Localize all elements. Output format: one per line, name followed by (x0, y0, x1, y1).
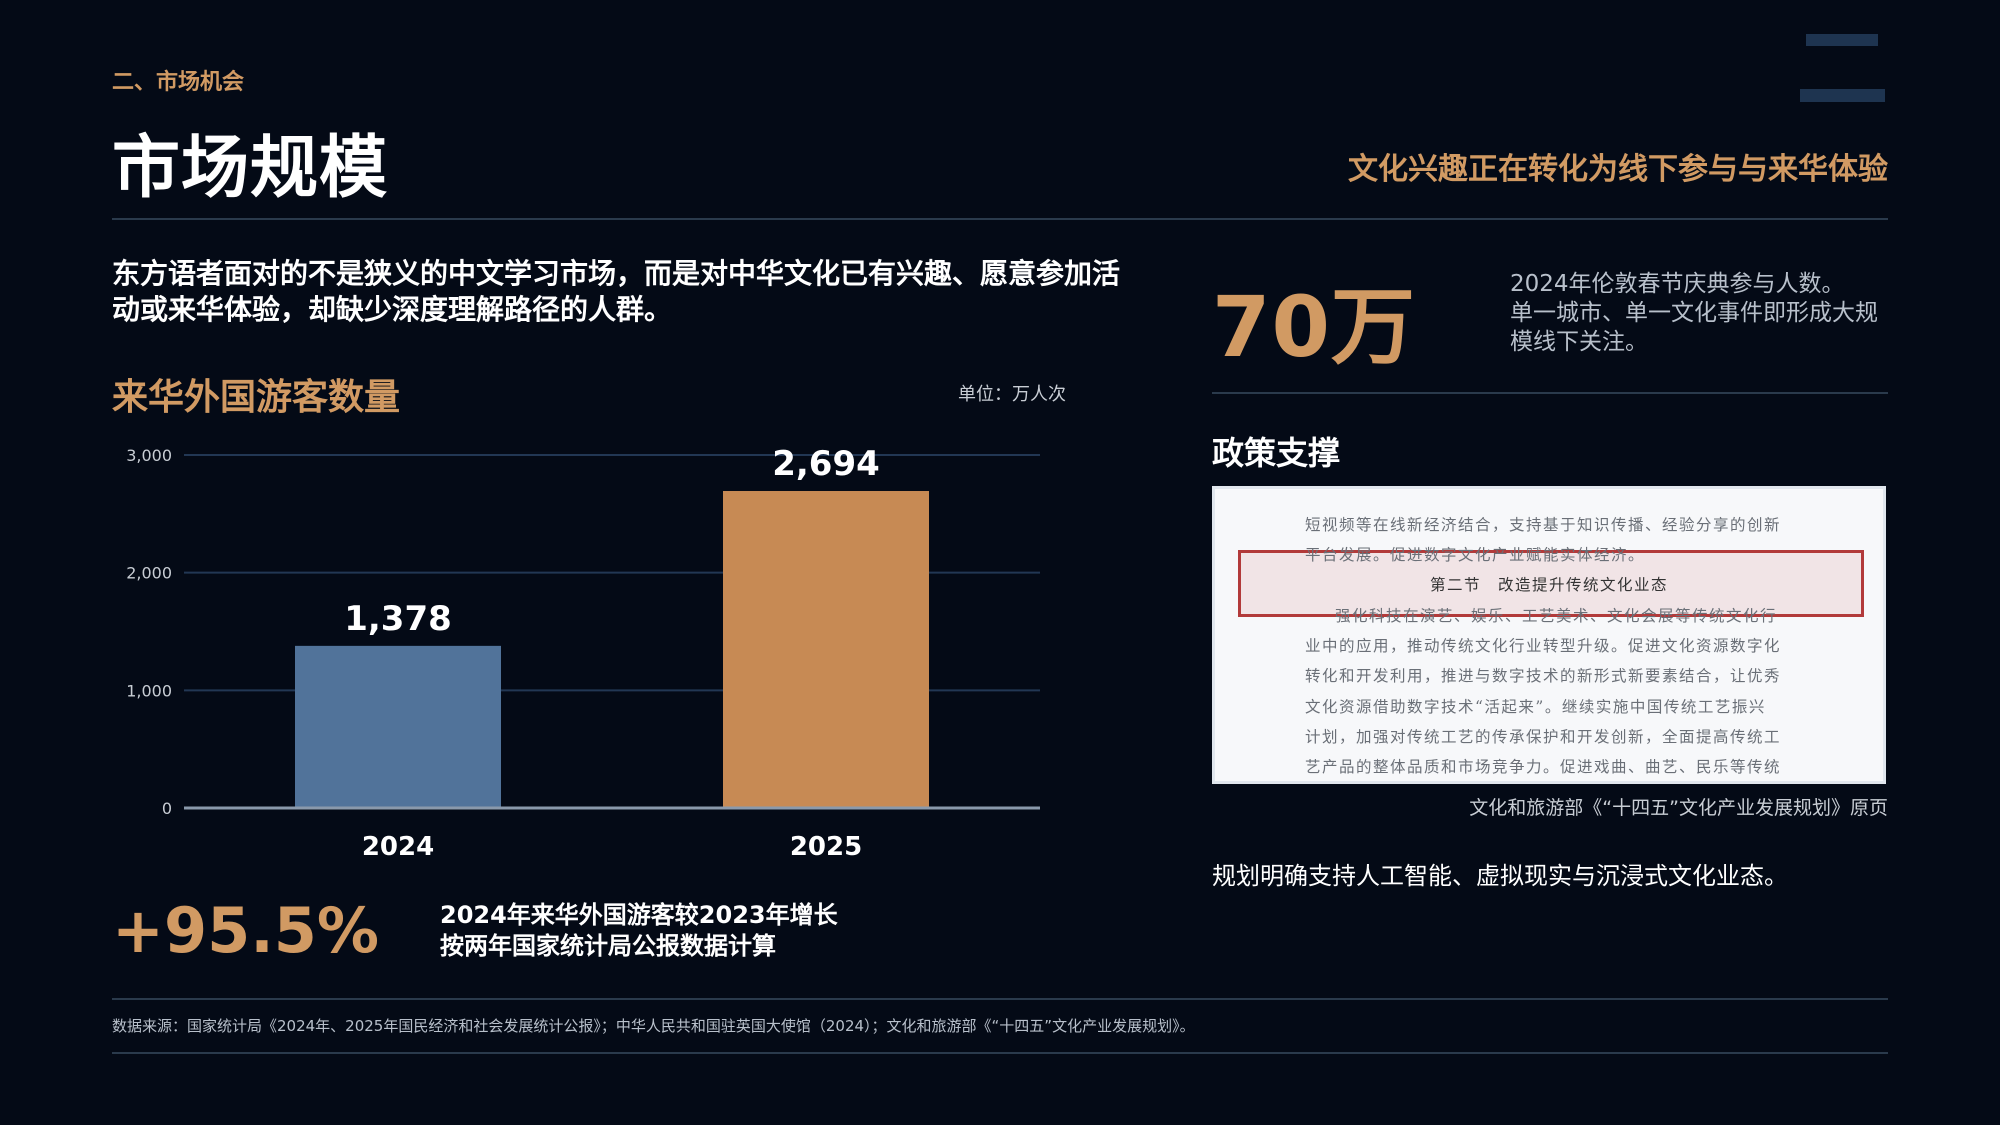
data-source: 数据来源：国家统计局《2024年、2025年国民经济和社会发展统计公报》；中华人… (112, 1017, 1195, 1035)
doc-line: 文化资源借助数字技术“活起来”。继续实施中国传统工艺振兴 (1305, 698, 1766, 716)
doc-line: 短视频等在线新经济结合，支持基于知识传播、经验分享的创新 (1305, 516, 1782, 534)
doc-line: 计划，加强对传统工艺的传承保护和开发创新，全面提高传统工 (1305, 728, 1782, 746)
y-tick-label: 0 (162, 799, 172, 818)
decorative-bar-bottom (1800, 89, 1885, 102)
doc-line: 业中的应用，推动传统文化行业转型升级。促进文化资源数字化 (1305, 637, 1782, 655)
growth-line-2: 按两年国家统计局公报数据计算 (440, 932, 776, 960)
policy-title: 政策支撑 (1212, 434, 1341, 472)
y-tick-label: 3,000 (126, 446, 172, 465)
document-highlight-box (1238, 550, 1864, 617)
tagline: 文化兴趣正在转化为线下参与与来华体验 (1348, 152, 1888, 187)
footer-divider-bottom (112, 1052, 1888, 1054)
stat-description: 2024年伦敦春节庆典参与人数。 单一城市、单一文化事件即形成大规 模线下关注。 (1510, 270, 1890, 357)
page-title: 市场规模 (112, 129, 389, 208)
intro-line-1: 东方语者面对的不是狭义的中文学习市场，而是对中华文化已有兴趣、愿意参加活 (112, 257, 1121, 290)
bar-2025 (723, 491, 929, 808)
doc-line: 强化科技在演艺、娱乐、工艺美术、文化会展等传统文化行 (1335, 607, 1778, 625)
stat-desc-line-3: 模线下关注。 (1510, 329, 1648, 355)
decorative-bar-top (1806, 34, 1878, 46)
doc-section-heading: 第二节 改造提升传统文化业态 (1429, 576, 1668, 594)
document-caption: 文化和旅游部《“十四五”文化产业发展规划》原页 (1469, 797, 1888, 819)
stat-desc-line-1: 2024年伦敦春节庆典参与人数。 (1510, 271, 1845, 297)
y-tick-label: 1,000 (126, 681, 172, 700)
stat-value: 70万 (1212, 278, 1416, 376)
x-tick-label: 2025 (790, 832, 862, 862)
doc-line: 平台发展。促进数字文化产业赋能实体经济。 (1305, 546, 1646, 564)
x-tick-label: 2024 (362, 832, 434, 862)
intro-text: 东方语者面对的不是狭义的中文学习市场，而是对中华文化已有兴趣、愿意参加活 动或来… (112, 256, 1192, 328)
intro-line-2: 动或来华体验，却缺少深度理解路径的人群。 (112, 293, 673, 326)
unit-label: 单位：万人次 (958, 384, 1066, 405)
policy-document-excerpt: 短视频等在线新经济结合，支持基于知识传播、经验分享的创新 平台发展。促进数字文化… (1212, 486, 1886, 784)
policy-description: 规划明确支持人工智能、虚拟现实与沉浸式文化业态。 (1212, 862, 1788, 890)
section-label: 二、市场机会 (112, 70, 245, 95)
stat-desc-line-2: 单一城市、单一文化事件即形成大规 (1510, 300, 1878, 326)
doc-line: 艺产品的整体品质和市场竞争力。促进戏曲、曲艺、民乐等传统 (1305, 758, 1782, 776)
header-divider (112, 218, 1888, 220)
chart-title: 来华外国游客数量 (112, 377, 401, 418)
bar-2024 (295, 645, 501, 808)
y-tick-label: 2,000 (126, 564, 172, 583)
growth-value: +95.5% (112, 894, 380, 967)
growth-description: 2024年来华外国游客较2023年增长 按两年国家统计局公报数据计算 (440, 900, 838, 962)
stat-divider (1212, 392, 1888, 394)
footer-divider-top (112, 998, 1888, 1000)
doc-line: 转化和开发利用，推进与数字技术的新形式新要素结合，让优秀 (1305, 667, 1782, 685)
tourist-bar-chart: 0 1,000 2,000 3,000 1,378 2024 2,694 2025 (126, 444, 1040, 862)
data-label: 2,694 (772, 444, 880, 484)
growth-line-1: 2024年来华外国游客较2023年增长 (440, 901, 838, 929)
data-label: 1,378 (344, 599, 452, 639)
